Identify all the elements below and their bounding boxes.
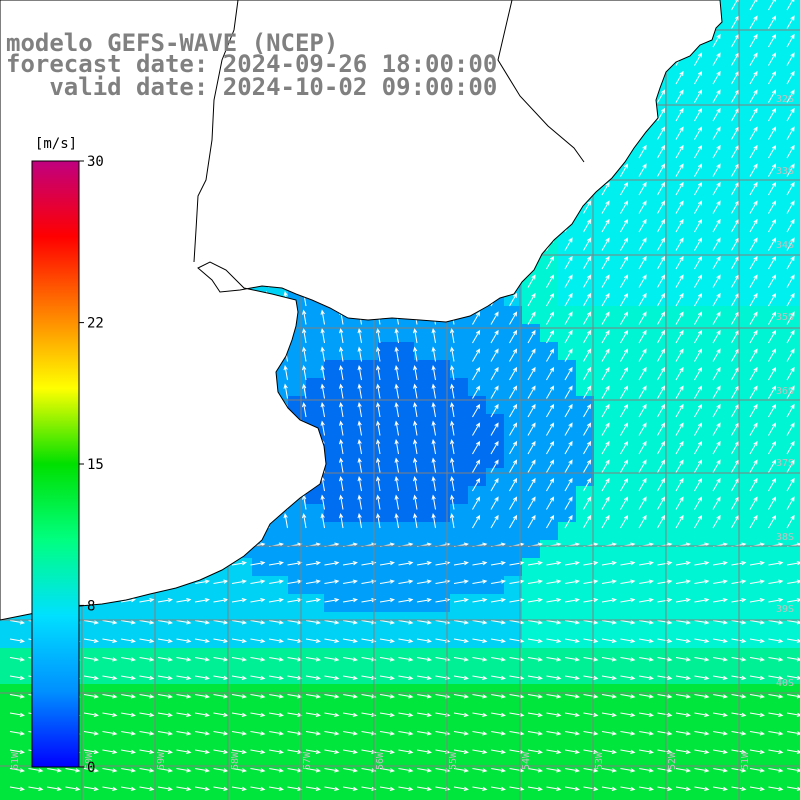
legend-tick-label: 15 — [87, 457, 104, 473]
lon-label: 60W — [84, 751, 95, 770]
lat-label: 36S — [776, 386, 794, 397]
latitude-labels: 32S 33S 34S 35S 36S 37S 38S 39S 40S — [776, 94, 794, 689]
lat-label: 38S — [776, 532, 794, 543]
lon-label: 57W — [302, 751, 313, 770]
lat-label: 40S — [776, 678, 794, 689]
colorbar — [31, 160, 80, 768]
lat-label: 33S — [776, 166, 794, 177]
lon-label: 59W — [156, 751, 167, 770]
lon-label: 51W — [740, 751, 751, 770]
lat-label: 39S — [776, 604, 794, 615]
lon-label: 52W — [667, 751, 678, 770]
lon-label: 53W — [594, 751, 605, 770]
legend-tick-label: 30 — [87, 154, 104, 170]
color-legend: [m/s] 30 22 15 8 0 — [31, 136, 104, 776]
coastline — [0, 0, 723, 621]
legend-tick-label: 22 — [87, 316, 104, 332]
lon-label: 58W — [230, 751, 241, 770]
lon-label: 61W — [10, 751, 21, 770]
lat-label: 32S — [776, 94, 794, 105]
lat-label: 34S — [776, 240, 794, 251]
title-model: modelo GEFS-WAVE (NCEP) — [6, 29, 339, 57]
lat-label: 35S — [776, 312, 794, 323]
lon-label: 54W — [521, 751, 532, 770]
lat-label: 37S — [776, 458, 794, 469]
legend-tick-label: 0 — [87, 760, 95, 776]
lon-label: 55W — [448, 751, 459, 770]
legend-tick-label: 8 — [87, 598, 95, 614]
legend-unit: [m/s] — [35, 136, 77, 152]
lon-label: 56W — [375, 751, 386, 770]
title-valid-date: valid date: 2024-10-02 09:00:00 — [6, 73, 498, 101]
title-forecast-date: forecast date: 2024-09-26 18:00:00 — [6, 50, 498, 78]
longitude-labels: 61W 60W 59W 58W 57W 56W 55W 54W 53W 52W 51W — [10, 751, 751, 770]
